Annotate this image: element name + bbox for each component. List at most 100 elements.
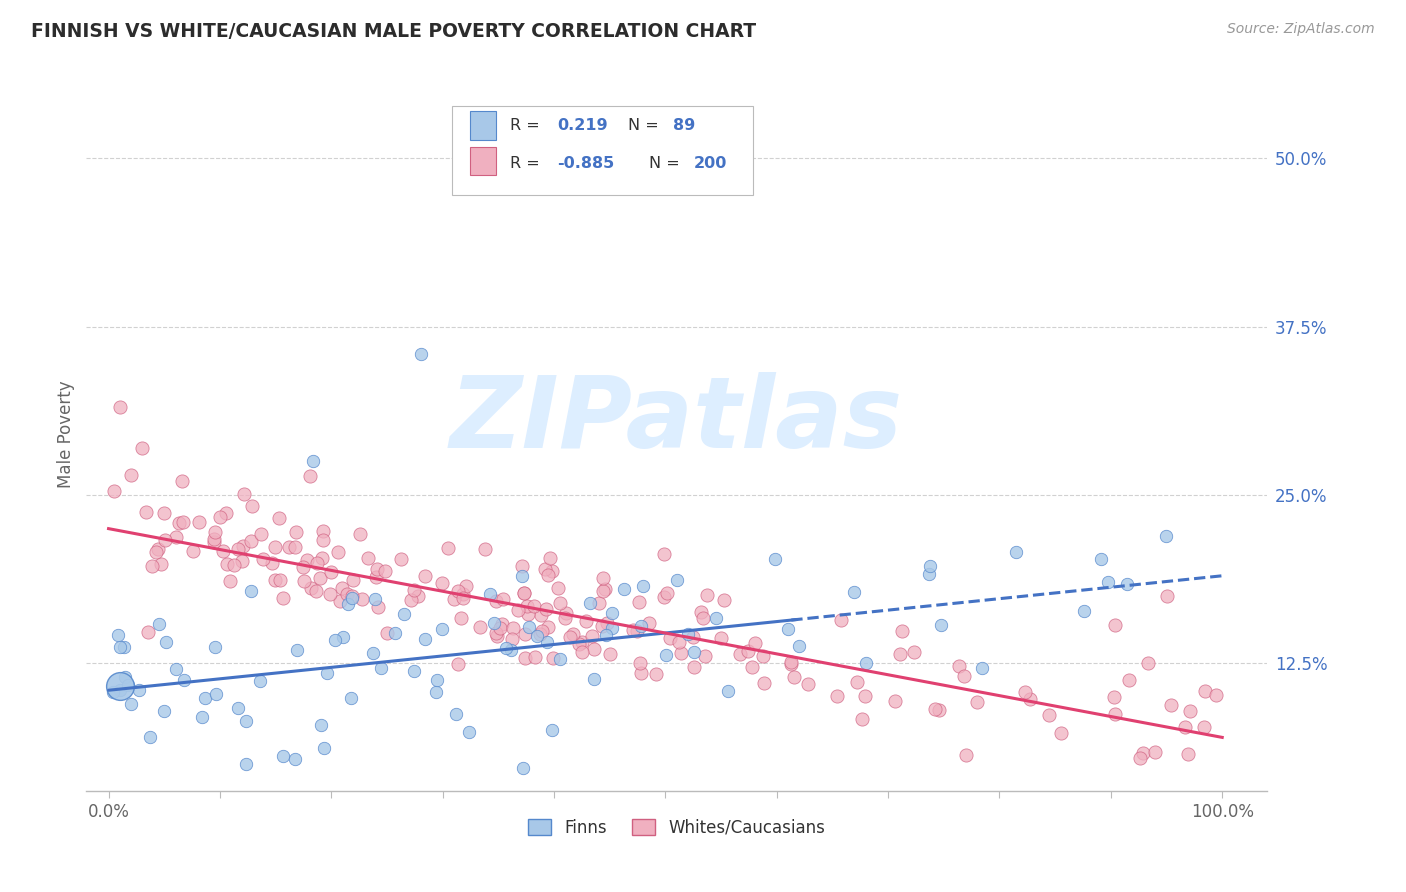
Point	[1115, 577, 1137, 591]
Point	[595, 582, 617, 596]
Point	[737, 644, 759, 658]
Point	[108, 401, 131, 415]
Point	[108, 683, 131, 698]
Point	[165, 662, 187, 676]
Point	[155, 635, 177, 649]
Point	[411, 346, 433, 360]
Point	[918, 567, 941, 582]
Point	[342, 591, 364, 605]
Point	[501, 632, 523, 646]
Point	[704, 611, 727, 625]
Point	[778, 622, 800, 636]
Point	[267, 511, 290, 525]
Point	[492, 592, 515, 607]
Point	[600, 606, 623, 620]
Point	[600, 621, 623, 635]
Point	[430, 576, 453, 591]
Point	[1102, 690, 1125, 705]
Text: Source: ZipAtlas.com: Source: ZipAtlas.com	[1227, 22, 1375, 37]
Point	[717, 684, 740, 698]
Point	[222, 558, 245, 573]
Point	[1014, 685, 1036, 699]
Point	[853, 690, 876, 704]
Point	[512, 558, 534, 573]
Point	[485, 629, 508, 643]
Point	[263, 573, 285, 587]
Point	[183, 544, 205, 558]
Point	[374, 564, 396, 578]
Point	[548, 597, 571, 611]
Point	[519, 620, 541, 634]
Point	[120, 467, 142, 482]
Point	[523, 599, 546, 614]
Point	[583, 641, 606, 656]
Point	[780, 657, 803, 671]
Point	[928, 703, 950, 717]
Point	[512, 586, 534, 600]
Point	[318, 587, 340, 601]
Point	[110, 640, 132, 654]
Point	[366, 562, 388, 576]
Point	[682, 630, 704, 644]
Point	[644, 667, 666, 681]
Text: FINNISH VS WHITE/CAUCASIAN MALE POVERTY CORRELATION CHART: FINNISH VS WHITE/CAUCASIAN MALE POVERTY …	[31, 22, 756, 41]
Point	[1090, 552, 1112, 566]
Point	[1160, 698, 1182, 712]
Point	[783, 670, 806, 684]
Point	[474, 541, 496, 556]
Text: N =: N =	[650, 155, 681, 170]
Point	[311, 551, 333, 566]
Point	[851, 712, 873, 726]
Point	[450, 611, 472, 625]
Point	[172, 515, 194, 529]
Point	[491, 616, 513, 631]
Point	[120, 697, 142, 711]
Point	[131, 441, 153, 455]
Point	[581, 629, 603, 643]
Point	[284, 540, 307, 554]
Point	[284, 751, 307, 765]
Point	[370, 660, 392, 674]
Point	[108, 679, 131, 693]
Point	[530, 608, 553, 623]
Point	[194, 691, 217, 706]
Point	[309, 718, 332, 732]
Point	[693, 649, 716, 664]
Point	[626, 624, 648, 638]
Point	[929, 617, 952, 632]
Point	[364, 570, 387, 584]
Point	[226, 542, 249, 557]
Point	[1177, 747, 1199, 761]
Point	[495, 640, 517, 655]
Point	[513, 650, 536, 665]
Point	[972, 660, 994, 674]
Point	[392, 607, 415, 621]
Point	[260, 556, 283, 570]
Point	[883, 694, 905, 708]
Point	[165, 530, 187, 544]
Point	[591, 619, 613, 633]
Legend: Finns, Whites/Caucasians: Finns, Whites/Caucasians	[522, 813, 832, 844]
Point	[145, 545, 167, 559]
Point	[513, 586, 536, 600]
Point	[305, 556, 328, 570]
Point	[530, 624, 553, 638]
Point	[592, 584, 614, 599]
Point	[451, 591, 474, 606]
Point	[482, 616, 505, 631]
Point	[148, 616, 170, 631]
Point	[630, 619, 652, 633]
Point	[215, 557, 238, 571]
Point	[621, 623, 644, 637]
Point	[512, 761, 534, 775]
Point	[456, 579, 478, 593]
Point	[312, 533, 335, 547]
Point	[305, 583, 328, 598]
Point	[1073, 604, 1095, 618]
Point	[231, 554, 253, 568]
Point	[135, 505, 157, 519]
Point	[752, 676, 775, 690]
Point	[340, 589, 363, 603]
Point	[682, 644, 704, 658]
Point	[425, 685, 447, 699]
